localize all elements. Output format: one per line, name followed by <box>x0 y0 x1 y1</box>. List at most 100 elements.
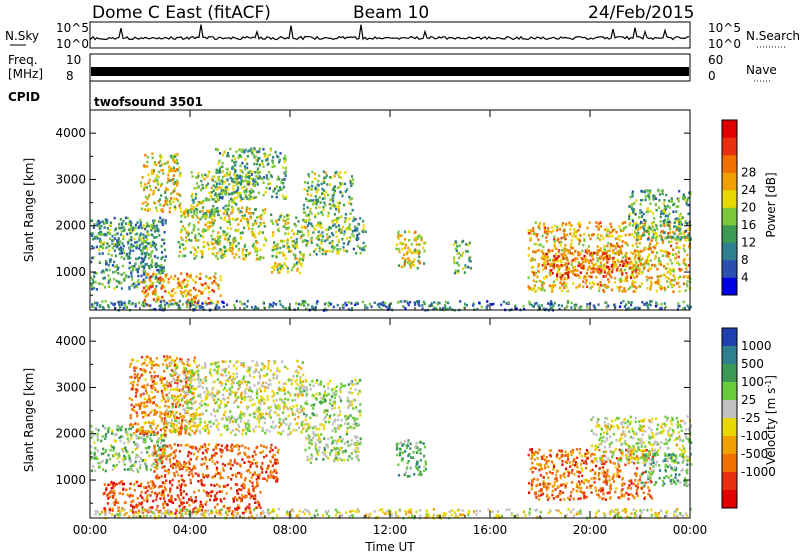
echo-cell <box>258 225 260 228</box>
echo-cell <box>161 400 163 403</box>
echo-cell <box>291 229 293 232</box>
echo-cell <box>291 269 293 272</box>
echo-cell <box>113 490 115 493</box>
echo-cell <box>115 255 117 258</box>
y-tick-label: 3000 <box>55 172 86 186</box>
echo-cell <box>271 196 273 199</box>
echo-cell <box>157 230 159 233</box>
echo-cell <box>121 425 123 428</box>
echo-cell <box>357 237 359 240</box>
echo-cell <box>271 271 273 274</box>
echo-cell <box>564 244 566 247</box>
echo-cell <box>264 208 266 211</box>
echo-cell <box>163 204 165 207</box>
echo-cell <box>507 301 509 304</box>
echo-cell <box>254 171 256 174</box>
echo-cell <box>619 249 621 252</box>
echo-cell <box>553 267 555 270</box>
echo-cell <box>200 501 202 504</box>
echo-cell <box>564 235 566 238</box>
echo-cell <box>135 224 137 227</box>
echo-cell <box>585 282 587 285</box>
colorbar-segment <box>722 278 737 296</box>
echo-cell <box>235 219 237 222</box>
echo-cell <box>153 221 155 224</box>
echo-cell <box>547 302 549 305</box>
echo-cell <box>250 191 252 194</box>
echo-cell <box>198 185 200 188</box>
colorbar-segment <box>722 155 737 173</box>
echo-cell <box>109 233 111 236</box>
echo-cell <box>631 301 633 304</box>
echo-cell <box>277 243 279 246</box>
echo-cell <box>278 218 280 221</box>
echo-cell <box>551 226 553 229</box>
echo-cell <box>158 437 160 440</box>
echo-cell <box>352 209 354 212</box>
echo-cell <box>220 227 222 230</box>
echo-cell <box>143 499 145 502</box>
echo-cell <box>255 182 257 185</box>
echo-cell <box>119 492 121 495</box>
echo-cell <box>620 228 622 231</box>
echo-cell <box>687 280 689 283</box>
echo-cell <box>161 219 163 222</box>
echo-cell <box>400 235 402 238</box>
echo-cell <box>528 254 530 257</box>
echo-cell <box>222 233 224 236</box>
echo-cell <box>639 209 641 212</box>
echo-cell <box>107 502 109 505</box>
echo-cell <box>166 355 168 358</box>
echo-cell <box>140 374 142 377</box>
echo-cell <box>109 238 111 241</box>
echo-cell <box>308 186 310 189</box>
echo-cell <box>154 409 156 412</box>
echo-cell <box>155 248 157 251</box>
echo-cell <box>534 251 536 254</box>
echo-cell <box>221 490 223 493</box>
echo-cell <box>228 193 230 196</box>
echo-cell <box>210 221 212 224</box>
echo-cell <box>156 209 158 212</box>
echo-cell <box>149 371 151 374</box>
echo-cell <box>295 257 297 260</box>
echo-cell <box>165 196 167 199</box>
echo-cell <box>651 264 653 267</box>
echo-cell <box>216 210 218 213</box>
echo-cell <box>593 305 595 308</box>
echo-cell <box>116 280 118 283</box>
echo-cell <box>350 182 352 185</box>
nave-tick-bottom: 0 <box>708 69 716 83</box>
echo-cell <box>141 385 143 388</box>
echo-cell <box>366 307 368 310</box>
echo-cell <box>123 307 125 310</box>
echo-cell <box>153 364 155 367</box>
echo-cell <box>273 241 275 244</box>
echo-cell <box>143 246 145 249</box>
echo-cell <box>481 306 483 309</box>
echo-cell <box>263 181 265 184</box>
echo-cell <box>640 250 642 253</box>
echo-cell <box>398 264 400 267</box>
echo-cell <box>164 249 166 252</box>
echo-cell <box>398 248 400 251</box>
colorbar-segment <box>722 225 737 243</box>
echo-cell <box>659 193 661 196</box>
echo-cell <box>286 265 288 268</box>
echo-cell <box>559 282 561 285</box>
echo-cell <box>291 244 293 247</box>
echo-cell <box>401 248 403 251</box>
echo-cell <box>99 261 101 264</box>
echo-cell <box>219 182 221 185</box>
echo-cell <box>191 171 193 174</box>
echo-cell <box>454 240 456 243</box>
echo-cell <box>239 154 241 157</box>
echo-cell <box>94 447 96 450</box>
echo-cell <box>141 491 143 494</box>
echo-cell <box>224 255 226 258</box>
echo-cell <box>101 300 103 303</box>
echo-cell <box>160 258 162 261</box>
echo-cell <box>609 235 611 238</box>
echo-cell <box>98 232 100 235</box>
echo-cell <box>343 233 345 236</box>
